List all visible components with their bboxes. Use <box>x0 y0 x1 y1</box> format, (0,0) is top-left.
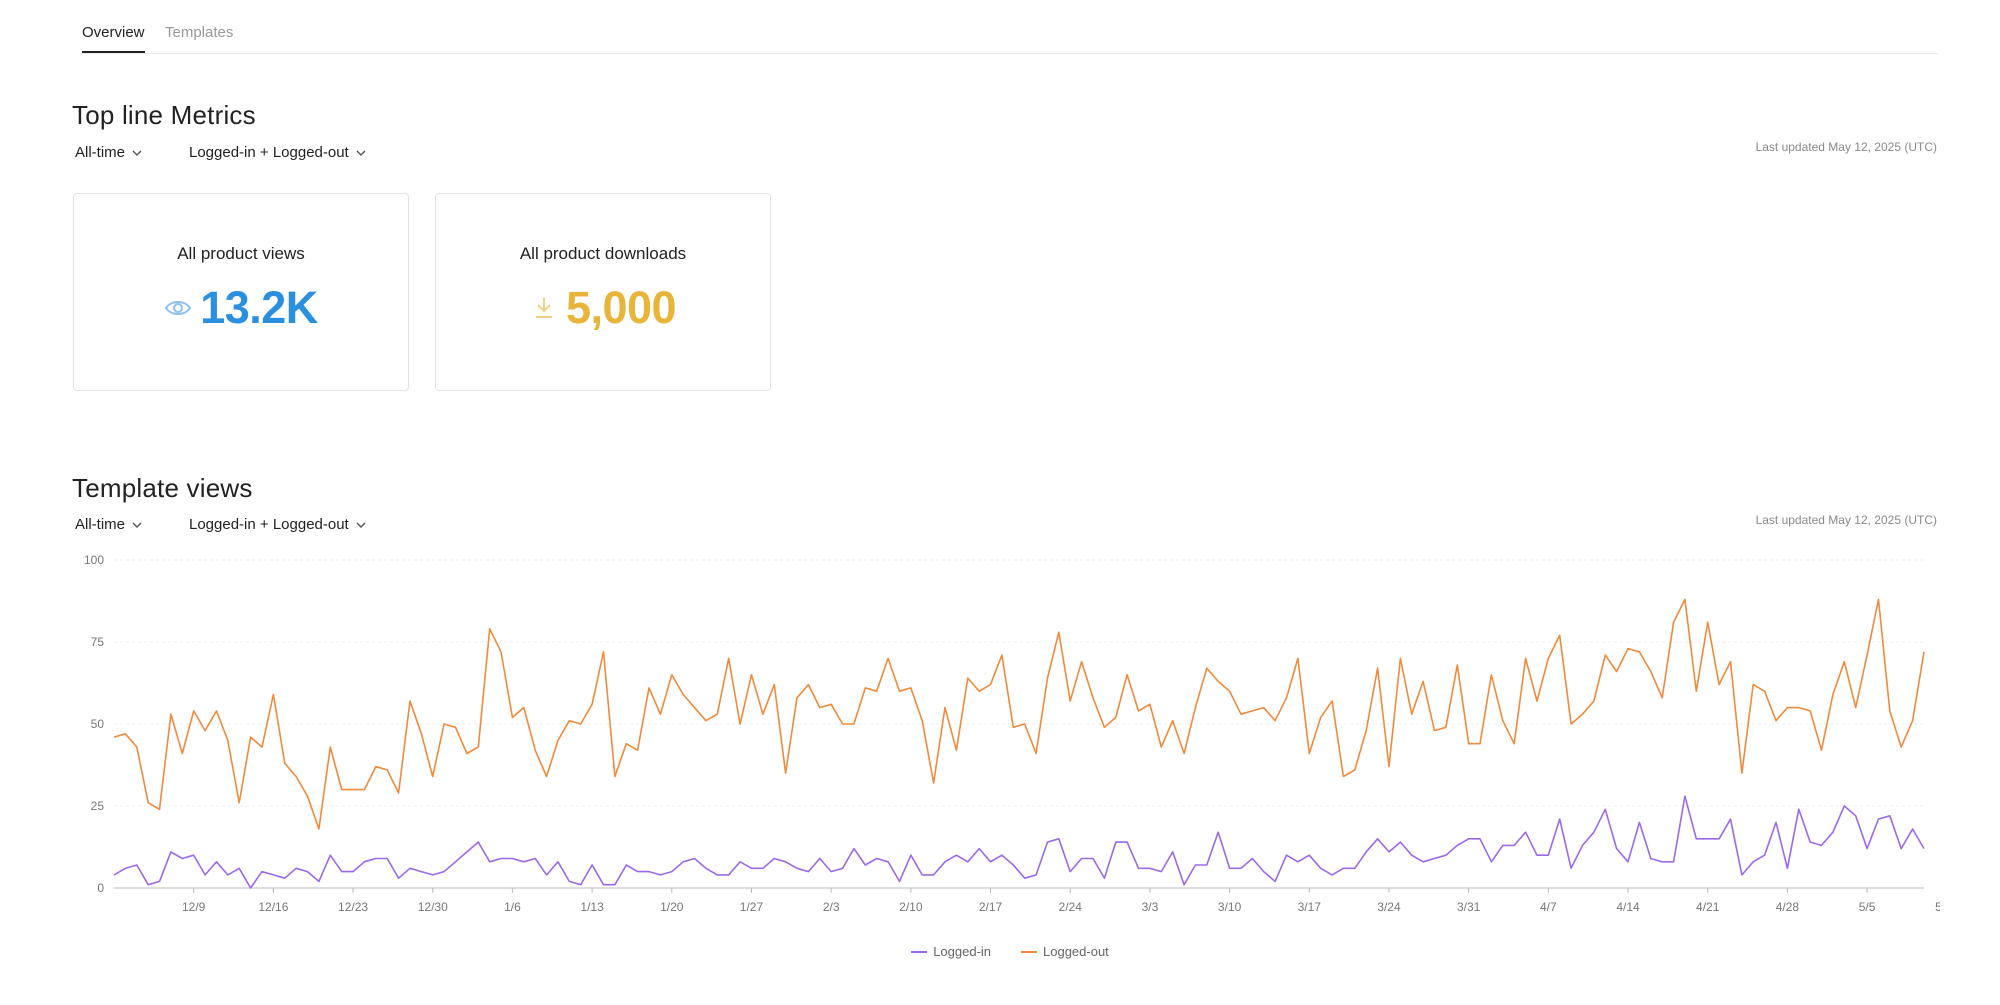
x-tick-label: 12/9 <box>182 900 206 914</box>
chevron-down-icon <box>356 150 366 156</box>
y-tick-label: 25 <box>91 799 105 813</box>
product-views-card: All product views 13.2K <box>73 193 409 391</box>
chevron-down-icon <box>356 522 366 528</box>
series-line-logged-out <box>113 598 1925 830</box>
legend-item-logged-out[interactable]: Logged-out <box>1021 944 1109 959</box>
x-tick-label: 5/12 <box>1935 900 1940 914</box>
x-tick-label: 5/5 <box>1859 900 1876 914</box>
y-tick-label: 0 <box>97 881 104 895</box>
x-tick-label: 12/30 <box>418 900 448 914</box>
x-tick-label: 4/28 <box>1776 900 1800 914</box>
x-tick-label: 3/31 <box>1457 900 1481 914</box>
x-tick-label: 3/3 <box>1142 900 1159 914</box>
top-metrics-user-filter[interactable]: Logged-in + Logged-out <box>189 144 367 161</box>
template-views-time-filter[interactable]: All-time <box>75 516 143 533</box>
product-views-value: 13.2K <box>200 282 318 333</box>
x-tick-label: 1/13 <box>580 900 604 914</box>
x-tick-label: 2/3 <box>823 900 840 914</box>
x-tick-label: 2/10 <box>899 900 923 914</box>
x-tick-label: 1/6 <box>504 900 521 914</box>
legend-label: Logged-in <box>933 944 992 959</box>
x-tick-label: 2/24 <box>1059 900 1083 914</box>
x-tick-label: 4/7 <box>1540 900 1557 914</box>
tab-overview[interactable]: Overview <box>82 24 145 53</box>
eye-icon <box>165 301 192 315</box>
template-views-chart: 0 25 50 75 100 12/9 12/16 12/23 12/30 1/6 1/13 1/20… <box>84 553 1940 914</box>
card-label: All product downloads <box>519 244 687 263</box>
x-tick-label: 1/27 <box>740 900 764 914</box>
x-tick-label: 3/17 <box>1298 900 1322 914</box>
legend-label: Logged-out <box>1043 944 1109 959</box>
x-tick-label: 12/23 <box>338 900 368 914</box>
chevron-down-icon <box>132 522 142 528</box>
top-metrics-title: Top line Metrics <box>72 100 256 130</box>
chevron-down-icon <box>132 150 142 156</box>
template-views-title: Template views <box>72 473 253 503</box>
x-tick-label: 4/21 <box>1696 900 1720 914</box>
user-filter-label: Logged-in + Logged-out <box>189 516 349 533</box>
tab-bar: Overview Templates <box>80 20 1938 54</box>
template-views-last-updated: Last updated May 12, 2025 (UTC) <box>1755 513 1937 527</box>
series-line-logged-in <box>113 795 1925 889</box>
x-tick-label: 3/10 <box>1218 900 1242 914</box>
time-filter-label: All-time <box>75 144 126 161</box>
tab-templates[interactable]: Templates <box>165 24 234 41</box>
legend-item-logged-in[interactable]: Logged-in <box>911 944 991 959</box>
product-downloads-value: 5,000 <box>565 282 677 333</box>
legend-swatch <box>911 950 928 953</box>
product-downloads-card: All product downloads 5,000 <box>435 193 771 391</box>
x-tick-label: 3/24 <box>1377 900 1401 914</box>
y-tick-label: 100 <box>84 553 104 567</box>
legend-swatch <box>1021 950 1038 953</box>
chart-legend: Logged-in Logged-out <box>0 944 2000 959</box>
time-filter-label: All-time <box>75 516 126 533</box>
x-tick-label: 12/16 <box>258 900 288 914</box>
download-icon <box>535 298 552 318</box>
card-label: All product views <box>177 244 305 263</box>
template-views-user-filter[interactable]: Logged-in + Logged-out <box>189 516 367 533</box>
top-metrics-time-filter[interactable]: All-time <box>75 144 143 161</box>
user-filter-label: Logged-in + Logged-out <box>189 144 349 161</box>
top-metrics-last-updated: Last updated May 12, 2025 (UTC) <box>1755 140 1937 154</box>
x-tick-label: 2/17 <box>979 900 1003 914</box>
x-tick-label: 4/14 <box>1616 900 1640 914</box>
y-tick-label: 75 <box>91 635 105 649</box>
y-tick-label: 50 <box>91 717 105 731</box>
x-tick-label: 1/20 <box>660 900 684 914</box>
